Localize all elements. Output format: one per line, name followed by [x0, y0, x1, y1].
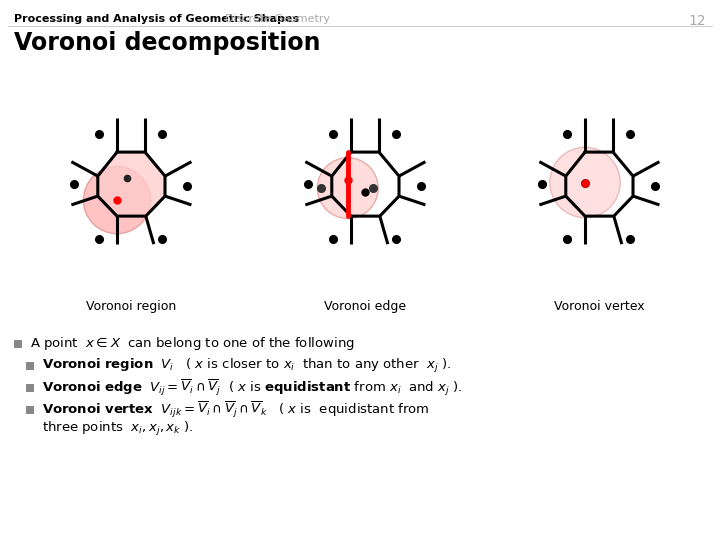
Text: three points  $x_i, x_j, x_k$ ).: three points $x_i, x_j, x_k$ ).: [42, 420, 194, 438]
Text: $\mathbf{Voronoi\ region}$  $V_i$   ( $x$ is closer to $x_i$  than to any other : $\mathbf{Voronoi\ region}$ $V_i$ ( $x$ i…: [42, 357, 451, 375]
Text: Voronoi vertex: Voronoi vertex: [554, 300, 644, 313]
Text: Voronoi decomposition: Voronoi decomposition: [14, 31, 320, 55]
Polygon shape: [98, 152, 165, 216]
Text: Processing and Analysis of Geometric Shapes: Processing and Analysis of Geometric Sha…: [14, 14, 299, 24]
Bar: [14, 340, 22, 348]
Circle shape: [318, 158, 378, 219]
Text: $\mathbf{Voronoi\ vertex}$  $V_{ijk} = \overline{V}_i \cap \overline{V}_j \cap \: $\mathbf{Voronoi\ vertex}$ $V_{ijk} = \o…: [42, 400, 430, 420]
Text: $\mathbf{Voronoi\ edge}$  $V_{ij} = \overline{V}_i \cap \overline{V}_j$  ( $x$ i: $\mathbf{Voronoi\ edge}$ $V_{ij} = \over…: [42, 378, 462, 398]
Circle shape: [84, 166, 150, 234]
Bar: [26, 406, 34, 414]
Bar: [26, 384, 34, 392]
Bar: [26, 362, 34, 370]
Text: 12: 12: [688, 14, 706, 28]
Text: Voronoi edge: Voronoi edge: [324, 300, 407, 313]
Circle shape: [550, 147, 620, 218]
Text: Discrete Geometry: Discrete Geometry: [225, 14, 330, 24]
Text: A point  $x \in X$  can belong to one of the following: A point $x \in X$ can belong to one of t…: [30, 335, 355, 353]
Text: Voronoi region: Voronoi region: [86, 300, 176, 313]
